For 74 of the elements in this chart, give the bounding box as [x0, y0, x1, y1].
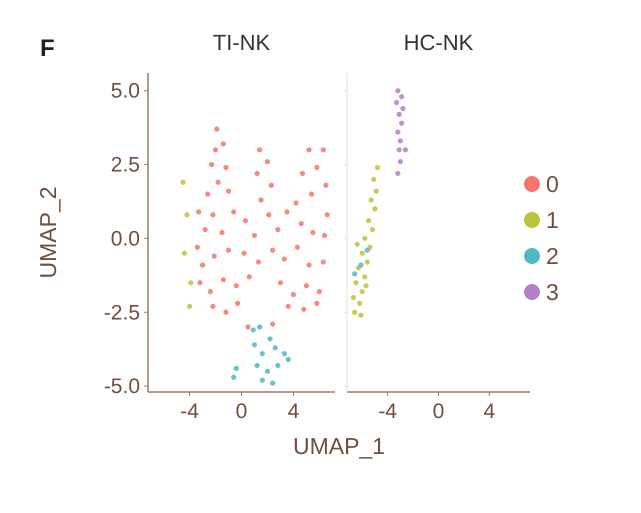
point [399, 120, 404, 126]
point [260, 351, 265, 356]
point [184, 212, 190, 218]
point [353, 280, 358, 286]
chart-title: TI-NK [212, 30, 271, 55]
point [272, 345, 278, 350]
point [363, 283, 369, 288]
point [231, 374, 236, 380]
y-tick-label: -5.0 [104, 375, 140, 398]
x-tick-label: 0 [236, 400, 248, 423]
y-tick-label: 5.0 [110, 80, 140, 103]
point [362, 236, 368, 242]
y-tick-label: -2.5 [104, 301, 140, 324]
point [357, 300, 362, 306]
point [270, 380, 276, 386]
point [398, 138, 403, 144]
point [395, 129, 400, 135]
y-axis-title: UMAP_2 [35, 186, 61, 279]
x-tick-label: -4 [180, 400, 200, 423]
point [252, 342, 258, 348]
point [275, 362, 280, 368]
point [399, 94, 404, 100]
point [352, 310, 358, 315]
point [360, 250, 365, 256]
y-tick-label: 2.5 [110, 154, 140, 177]
point [234, 366, 239, 371]
point [350, 294, 356, 300]
point [396, 147, 402, 152]
point [186, 304, 192, 309]
point [402, 147, 408, 152]
point [267, 336, 273, 342]
chart-title: HC-NK [404, 30, 474, 55]
point [395, 170, 400, 176]
point [368, 197, 374, 203]
point [182, 250, 187, 256]
y-tick-label: 0.0 [110, 227, 140, 250]
point [358, 312, 364, 318]
point [395, 88, 400, 94]
x-tick-label: 4 [483, 400, 496, 423]
point [352, 271, 358, 276]
point [396, 112, 402, 117]
x-axis-title: UMAP_1 [292, 433, 386, 459]
point [254, 362, 260, 368]
point [257, 324, 262, 330]
legend-label: 0 [546, 171, 559, 197]
point [364, 248, 370, 253]
point [250, 327, 256, 333]
point [374, 164, 380, 170]
point [362, 274, 368, 280]
legend-label: 2 [546, 243, 559, 269]
point [366, 218, 372, 224]
x-tick-label: -4 [378, 400, 398, 423]
point [398, 159, 403, 164]
legend-label: 1 [546, 207, 559, 233]
point [371, 176, 376, 182]
point [374, 188, 379, 194]
legend-label: 3 [546, 279, 559, 305]
point [372, 206, 378, 212]
point [260, 378, 265, 383]
point [394, 100, 400, 106]
point [360, 288, 365, 294]
point [286, 356, 291, 362]
point [180, 180, 186, 185]
x-tick-label: 0 [432, 400, 444, 423]
point [282, 351, 287, 356]
text: F [40, 35, 55, 62]
point [364, 259, 370, 265]
point [354, 242, 360, 247]
point [264, 368, 270, 374]
point [370, 226, 376, 232]
point [188, 280, 194, 286]
point [358, 262, 364, 268]
x-tick-label: 4 [288, 400, 300, 423]
point [400, 106, 406, 112]
